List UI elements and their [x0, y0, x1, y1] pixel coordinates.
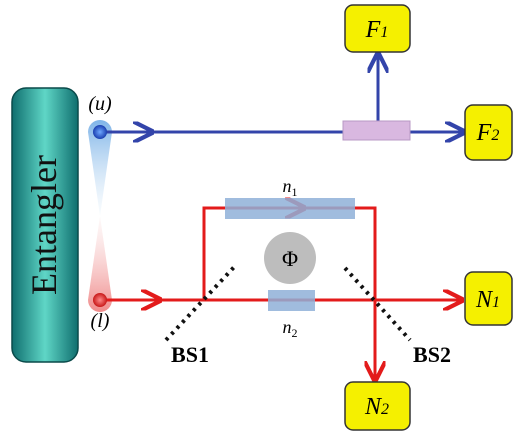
index: 2 — [292, 326, 298, 340]
symbol: F — [365, 17, 381, 43]
medium-n2 — [268, 290, 315, 311]
bs2-label: BS2 — [413, 342, 451, 367]
entangler-label: Entangler — [24, 155, 64, 295]
index: 2 — [381, 401, 389, 418]
symbol: n — [283, 317, 292, 337]
beam-splitter-f — [343, 121, 410, 140]
photon-l — [93, 293, 107, 307]
index: 1 — [492, 294, 500, 311]
symbol: F — [476, 120, 492, 146]
index: 2 — [491, 127, 499, 144]
n1-label: n1 — [283, 176, 298, 199]
detector-f1: F1 — [345, 5, 410, 52]
index: 1 — [380, 24, 388, 41]
photon-u — [93, 125, 107, 139]
symbol: n — [283, 176, 292, 196]
n2-label: n2 — [283, 317, 298, 340]
detector-n1: N1 — [465, 272, 512, 325]
mode-l: (l) — [91, 310, 110, 332]
detector-f2: F2 — [465, 105, 512, 160]
mode-u: (u) — [88, 93, 112, 115]
diagram: Entangler Φ BS1 BS2 (u) (l) n1 n2 F1 F2 … — [0, 0, 515, 440]
bs2-line — [345, 268, 410, 340]
medium-n1 — [225, 198, 355, 219]
index: 1 — [292, 185, 298, 199]
bs1-label: BS1 — [171, 342, 209, 367]
phase-label: Φ — [282, 246, 298, 271]
detector-n2: N2 — [345, 382, 410, 430]
bs1-line — [166, 265, 236, 340]
